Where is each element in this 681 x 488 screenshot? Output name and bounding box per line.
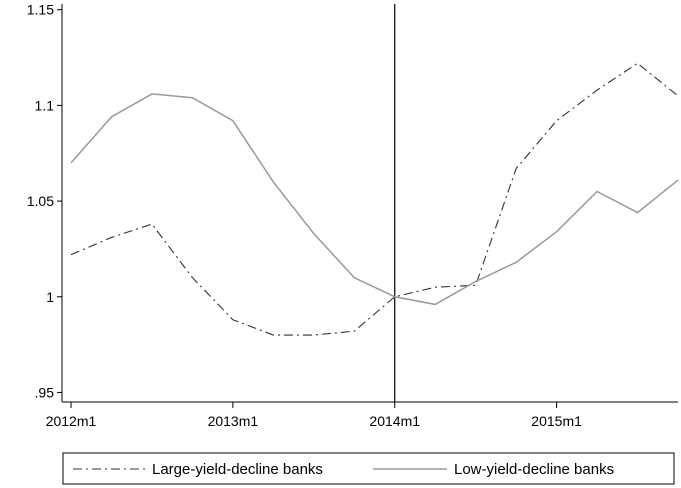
series-line-low-yield [70,93,679,306]
x-tick-label: 2013m1 [208,413,259,429]
x-tick-label: 2015m1 [531,413,582,429]
x-tick-label: 2014m1 [369,413,420,429]
x-axis-ticks: 2012m1 2013m1 2014m1 2015m1 [46,402,582,429]
legend-label-low-yield: Low-yield-decline banks [454,461,614,478]
y-tick-label: 1.05 [27,193,54,209]
y-tick-label: 1.15 [27,2,54,18]
y-tick-label: 1 [46,289,54,305]
legend-box [62,452,675,485]
y-axis-ticks: .95 1 1.05 1.1 1.15 [27,2,62,400]
series-line-large-yield [70,62,679,336]
y-tick-label: 1.1 [35,97,55,113]
plot-area: .95 1 1.05 1.1 1.15 2012m1 2013m1 2014m1 2015m1 [27,2,679,429]
series-group [70,62,679,336]
legend-label-large-yield: Large-yield-decline banks [152,461,323,478]
legend: Large-yield-decline banks Low-yield-decl… [62,452,675,485]
x-tick-label: 2012m1 [46,413,97,429]
y-tick-label: .95 [35,384,55,400]
